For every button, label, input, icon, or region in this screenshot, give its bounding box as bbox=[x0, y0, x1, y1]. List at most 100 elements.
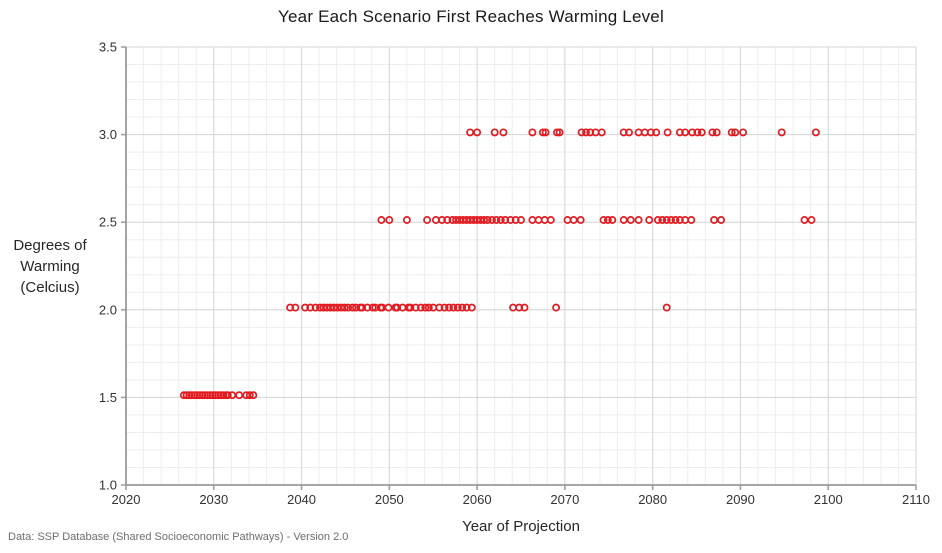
data-point bbox=[440, 303, 449, 312]
data-point bbox=[214, 391, 223, 400]
y-axis-title: Degrees of Warming (Celcius) bbox=[13, 237, 87, 296]
data-point bbox=[517, 216, 525, 224]
data-point bbox=[608, 216, 617, 224]
data-point bbox=[193, 391, 202, 400]
data-point bbox=[777, 128, 786, 137]
data-point bbox=[662, 216, 671, 224]
data-point bbox=[385, 216, 394, 224]
data-point bbox=[453, 303, 462, 312]
data-point bbox=[528, 128, 537, 137]
data-point bbox=[462, 303, 471, 312]
data-point bbox=[712, 128, 721, 137]
data-point bbox=[333, 303, 342, 312]
data-point bbox=[511, 216, 520, 224]
x-tick-label: 2060 bbox=[463, 492, 492, 507]
data-point bbox=[492, 216, 501, 224]
data-point bbox=[330, 303, 338, 312]
y-tick-label: 2.0 bbox=[99, 302, 117, 317]
data-point bbox=[515, 303, 524, 312]
data-point bbox=[438, 216, 446, 224]
data-point bbox=[731, 128, 740, 137]
data-point bbox=[599, 216, 608, 224]
data-point bbox=[411, 303, 420, 312]
data-point bbox=[675, 216, 684, 224]
data-point bbox=[182, 391, 191, 400]
y-tick-label: 1.0 bbox=[99, 478, 117, 493]
data-point bbox=[555, 128, 564, 137]
data-point bbox=[480, 216, 489, 224]
data-point bbox=[198, 391, 207, 400]
data-point bbox=[546, 216, 555, 224]
data-point bbox=[663, 128, 672, 137]
data-point bbox=[603, 216, 612, 224]
data-point bbox=[658, 216, 667, 224]
data-point bbox=[377, 216, 386, 224]
data-point bbox=[235, 391, 244, 400]
data-point bbox=[807, 216, 816, 224]
data-point bbox=[597, 128, 606, 137]
data-point bbox=[727, 128, 736, 137]
data-point bbox=[424, 303, 433, 312]
data-point bbox=[348, 303, 357, 312]
chart-title: Year Each Scenario First Reaches Warming… bbox=[278, 7, 664, 26]
data-point bbox=[662, 303, 671, 312]
data-point bbox=[190, 391, 199, 400]
data-point bbox=[496, 216, 505, 224]
x-tick-label: 2090 bbox=[726, 492, 755, 507]
data-point bbox=[483, 216, 492, 224]
data-point bbox=[211, 391, 220, 400]
data-point bbox=[520, 303, 529, 312]
data-point bbox=[501, 216, 510, 224]
data-point bbox=[538, 128, 547, 137]
data-point bbox=[291, 303, 300, 312]
data-point bbox=[671, 216, 680, 224]
data-point bbox=[311, 303, 320, 312]
y-tick-label: 1.5 bbox=[99, 390, 117, 405]
data-point bbox=[717, 216, 726, 224]
data-point bbox=[541, 128, 550, 137]
x-tick-label: 2040 bbox=[287, 492, 316, 507]
data-point bbox=[681, 128, 690, 137]
data-point bbox=[445, 303, 453, 312]
data-point bbox=[697, 128, 706, 137]
data-point bbox=[358, 303, 367, 312]
data-point bbox=[435, 303, 444, 312]
data-point bbox=[208, 391, 217, 400]
data-point bbox=[490, 128, 499, 137]
data-point bbox=[201, 391, 209, 400]
data-point bbox=[488, 216, 496, 224]
data-point bbox=[653, 216, 662, 224]
data-point bbox=[179, 391, 188, 400]
data-point bbox=[645, 216, 654, 224]
data-point bbox=[393, 303, 402, 312]
x-tick-label: 2070 bbox=[550, 492, 579, 507]
data-point bbox=[739, 128, 748, 137]
y-tick-label: 2.5 bbox=[99, 215, 117, 230]
x-tick-label: 2080 bbox=[638, 492, 667, 507]
data-point bbox=[693, 128, 702, 137]
data-point bbox=[245, 391, 254, 400]
data-point bbox=[344, 303, 353, 312]
data-point bbox=[368, 303, 377, 312]
data-point bbox=[708, 128, 717, 137]
data-point bbox=[421, 303, 430, 312]
data-point bbox=[416, 303, 425, 312]
data-point bbox=[286, 303, 295, 312]
data-point bbox=[301, 303, 310, 312]
x-axis-title: Year of Projection bbox=[462, 518, 580, 535]
data-point bbox=[467, 303, 476, 312]
data-point bbox=[687, 216, 696, 224]
x-tick-label: 2030 bbox=[199, 492, 228, 507]
data-point bbox=[363, 303, 372, 312]
data-point bbox=[203, 391, 212, 400]
data-point bbox=[219, 391, 228, 400]
data-point bbox=[552, 303, 561, 312]
data-point bbox=[340, 303, 349, 312]
data-point bbox=[443, 216, 452, 224]
data-point bbox=[688, 128, 697, 137]
data-point bbox=[667, 216, 676, 224]
data-point bbox=[582, 128, 590, 137]
data-point bbox=[625, 128, 633, 137]
